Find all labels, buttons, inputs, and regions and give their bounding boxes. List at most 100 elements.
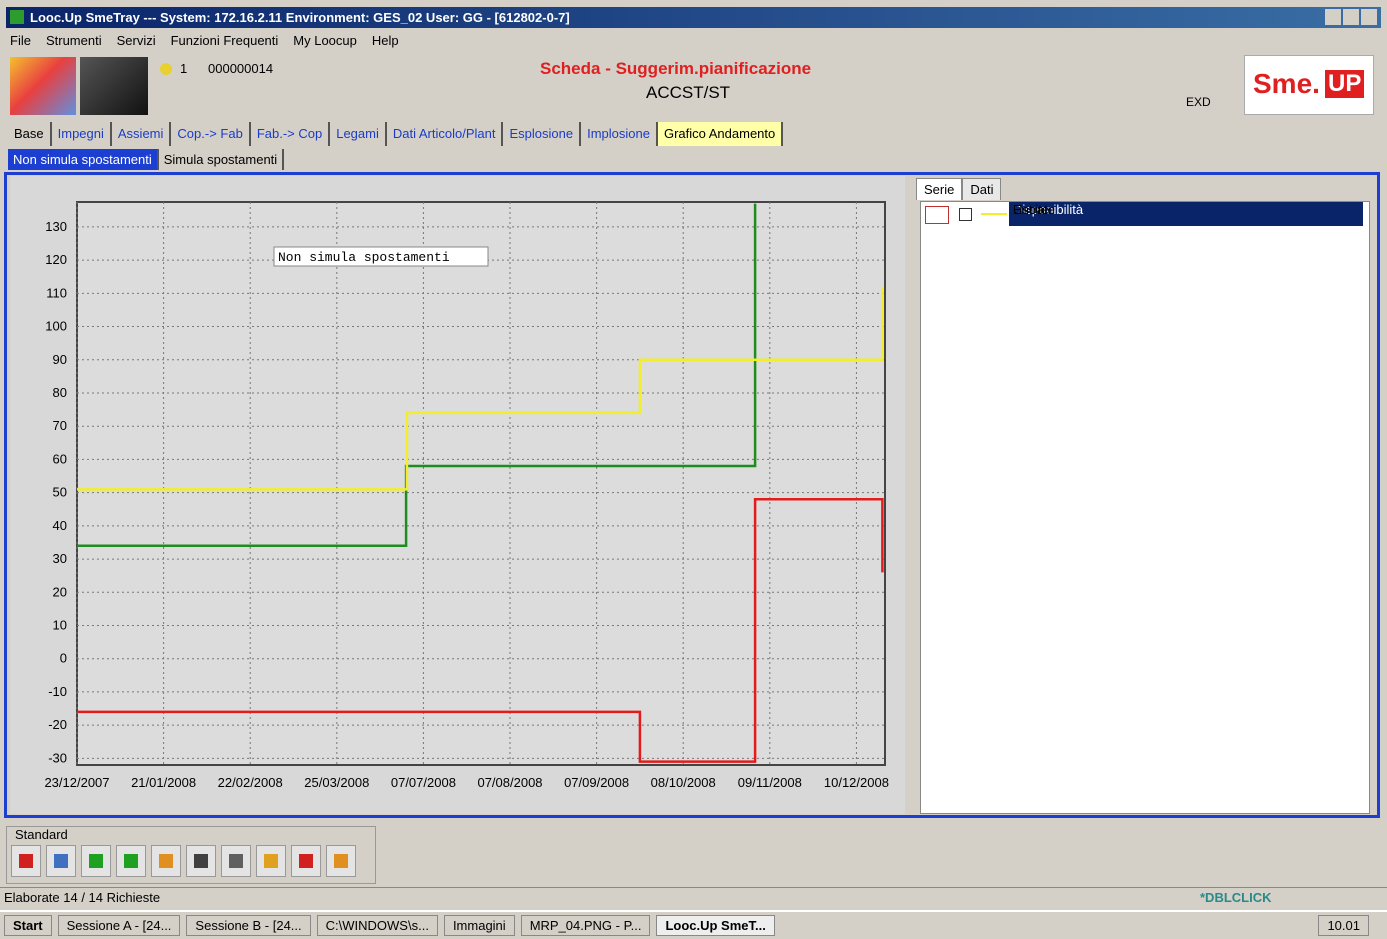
y-tick-label: 60 [53,451,67,466]
header: 1 000000014 Scheda - Suggerim.pianificaz… [6,55,1381,119]
env: EXD [1186,95,1211,109]
start-button[interactable]: Start [4,915,52,936]
y-tick-label: -10 [48,684,67,699]
taskbar-item[interactable]: Sessione A - [24... [57,915,181,936]
maximize[interactable] [1343,9,1359,25]
chart: -30 -20 -10 0 10 20 30 40 50 60 70 80 90 100 110 120 130… [10,176,905,814]
toolbar-title: Standard [15,827,68,842]
tab[interactable]: Esplosione [503,122,582,146]
menu-bar: File Strumenti Servizi Funzioni Frequenti My… [10,31,399,51]
x-tick-label: 25/03/2008 [304,775,369,790]
window-title: Looc.Up SmeTray --- System: 172.16.2.11 … [30,10,570,25]
tool-button[interactable] [326,845,356,877]
plot-area [76,201,886,766]
tab-bar: Base Impegni Assiemi Cop.-> Fab Fab.-> Cop Le… [8,122,784,146]
tool-button[interactable] [116,845,146,877]
tool-button[interactable] [151,845,181,877]
y-tick-label: 70 [53,418,67,433]
taskbar-item[interactable]: C:\WINDOWS\s... [316,915,438,936]
menu-item[interactable]: Servizi [116,33,156,48]
x-tick-label: 23/12/2007 [44,775,109,790]
y-tick-label: 10 [53,617,67,632]
x-tick-label: 07/09/2008 [564,775,629,790]
taskbar-item[interactable]: Immagini [443,915,515,936]
tool-button[interactable] [256,845,286,877]
brand-left: Sme. [1253,68,1320,99]
menu-item[interactable]: My Loocup [293,33,357,48]
legend-label: Uscite [1013,202,1050,217]
close[interactable] [1361,9,1377,25]
brand-logo: Sme. UP [1244,55,1374,115]
series-line [77,498,884,763]
y-tick-label: 30 [53,551,67,566]
status-left: Elaborate 14 / 14 Richieste [4,890,161,905]
tool-button[interactable] [11,845,41,877]
x-tick-label: 22/02/2008 [218,775,283,790]
y-tick-label: 20 [53,584,67,599]
side-tab[interactable]: Dati [962,178,1002,200]
x-tick-label: 07/08/2008 [477,775,542,790]
x-tick-label: 07/07/2008 [391,775,456,790]
y-tick-label: 130 [45,219,67,234]
tool-button[interactable] [81,845,111,877]
count: 1 [180,61,188,76]
annotation: Non simula spostamenti [278,250,450,265]
toolbar-buttons [11,845,356,877]
y-tick-label: 0 [60,651,67,666]
toolbar: Standard [6,826,376,884]
tab[interactable]: Grafico Andamento [657,122,784,146]
app-icon [10,10,24,24]
y-tick-label: 90 [53,352,67,367]
checkbox[interactable] [959,208,972,221]
annotation-box [273,246,489,267]
taskbar-item[interactable]: MRP_04.PNG - P... [520,915,651,936]
y-tick-label: 40 [53,518,67,533]
status-right: *DBLCLICK [1200,890,1272,905]
menu-item[interactable]: Funzioni Frequenti [170,33,279,48]
code: 000000014 [208,61,274,76]
tab[interactable]: Base [8,122,52,146]
y-tick-label: 50 [53,485,67,500]
tool-button[interactable] [46,845,76,877]
taskbar: Start Sessione A - [24... Sessione B - [2… [0,910,1387,939]
subtab-bar: Non simula spostamenti Simula spostamenti [8,149,285,170]
tab[interactable]: Assiemi [112,122,172,146]
series-list: Disponibilità Entrate Uscite [920,201,1370,814]
tool-button[interactable] [291,845,321,877]
y-tick-label: 120 [45,252,67,267]
menu-item[interactable]: Help [371,33,399,48]
series-icon [925,206,949,224]
x-tick-label: 08/10/2008 [651,775,716,790]
page-title: Scheda - Suggerim.pianificazione [540,59,812,78]
side-tab[interactable]: Serie [916,178,963,200]
menu-item[interactable]: Strumenti [45,33,102,48]
tool-button[interactable] [221,845,251,877]
x-tick-label: 09/11/2008 [738,775,802,790]
logo-image [10,57,76,115]
y-tick-label: 110 [46,285,67,300]
menu-item[interactable]: File [10,33,31,48]
tab[interactable]: Cop.-> Fab [171,122,251,146]
y-tick-label: -20 [48,717,67,732]
key-icon [160,63,172,75]
taskbar-item[interactable]: Looc.Up SmeT... [656,915,775,936]
tab[interactable]: Legami [330,122,387,146]
status-bar: Elaborate 14 / 14 Richieste *DBLCLICK [0,887,1387,908]
legend-line [981,213,1007,215]
tab[interactable]: Fab.-> Cop [251,122,331,146]
subtab[interactable]: Non simula spostamenti [8,149,159,170]
subtab[interactable]: Simula spostamenti [159,149,285,170]
taskbar-item[interactable]: Sessione B - [24... [186,915,311,936]
tab[interactable]: Impegni [52,122,112,146]
tab[interactable]: Implosione [581,122,658,146]
minimize[interactable] [1325,9,1341,25]
y-tick-label: 100 [45,319,67,334]
series-line [77,286,884,491]
tool-button[interactable] [186,845,216,877]
legend-label: Disponibilità [1009,202,1363,226]
title-bar: Looc.Up SmeTray --- System: 172.16.2.11 … [6,7,1381,28]
brand-right: UP [1325,70,1365,98]
x-tick-label: 10/12/2008 [824,775,889,790]
side-tabs: Serie Dati [916,178,1002,200]
tab[interactable]: Dati Articolo/Plant [387,122,504,146]
